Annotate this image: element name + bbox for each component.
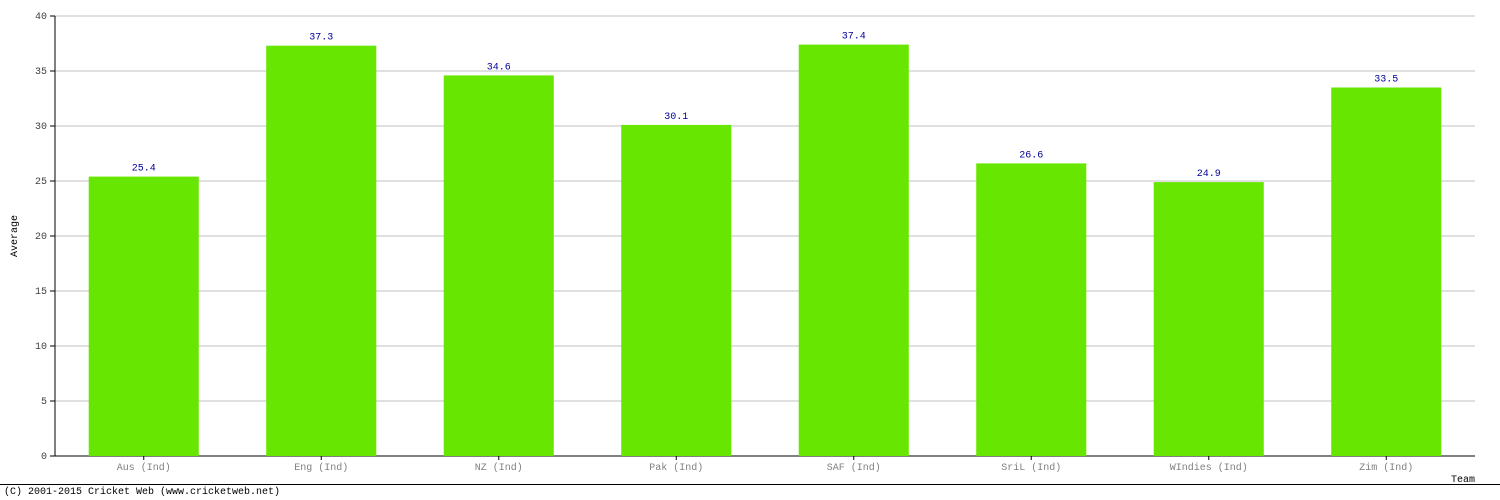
x-tick-label: Zim (Ind) [1359,462,1413,474]
bar [1331,88,1441,457]
x-tick-label: Eng (Ind) [294,462,348,474]
y-tick-label: 20 [35,232,47,243]
y-tick-label: 10 [35,342,47,353]
bar-value-label: 24.9 [1197,169,1221,180]
bar [1154,182,1264,456]
bar [89,177,199,456]
x-tick-label: SriL (Ind) [1001,462,1061,474]
bar-value-label: 37.3 [309,33,333,44]
x-tick-label: NZ (Ind) [475,462,523,474]
x-tick-label: Pak (Ind) [649,462,703,474]
y-tick-label: 15 [35,287,47,298]
bar-chart: 0510152025303540AverageTeam25.4Aus (Ind)… [0,0,1500,500]
bar [799,45,909,456]
y-axis-label: Average [10,215,21,257]
x-tick-label: Aus (Ind) [117,462,171,474]
y-tick-label: 25 [35,177,47,188]
bar-value-label: 37.4 [842,32,866,43]
y-tick-label: 35 [35,67,47,78]
bar-value-label: 26.6 [1019,150,1043,161]
bar [266,46,376,456]
bar-value-label: 34.6 [487,62,511,73]
y-tick-label: 30 [35,122,47,133]
x-tick-label: WIndies (Ind) [1170,462,1248,474]
x-tick-label: SAF (Ind) [827,462,881,474]
chart-container: 0510152025303540AverageTeam25.4Aus (Ind)… [0,0,1500,500]
y-tick-label: 5 [41,397,47,408]
bar [621,125,731,456]
y-tick-label: 40 [35,12,47,23]
bar [444,75,554,456]
bar-value-label: 33.5 [1374,75,1398,86]
bar-value-label: 25.4 [132,164,156,175]
bar-value-label: 30.1 [664,112,688,123]
y-tick-label: 0 [41,452,47,463]
bar [976,163,1086,456]
footer-credit: (C) 2001-2015 Cricket Web (www.cricketwe… [4,487,280,498]
footer-divider [0,484,1500,485]
